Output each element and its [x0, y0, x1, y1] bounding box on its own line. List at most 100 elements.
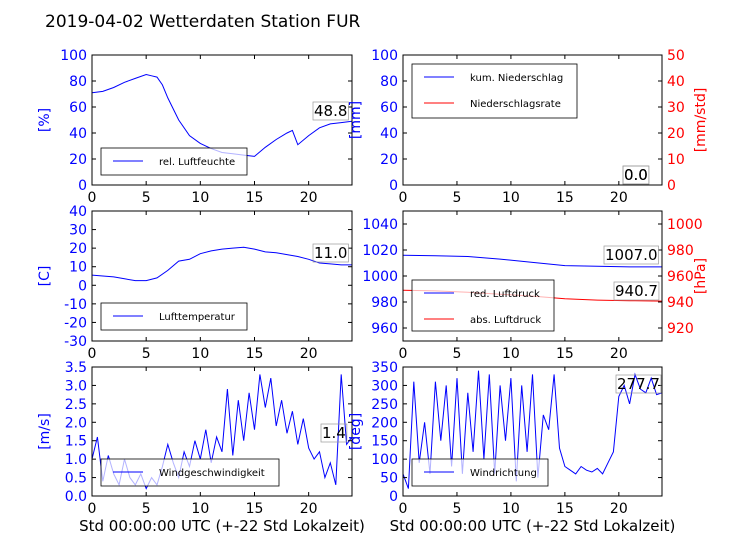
y-tick-label: 80 — [380, 74, 398, 90]
y-axis-label: [deg] — [348, 413, 364, 450]
y-tick-label: 0 — [78, 278, 87, 294]
annotation-box — [320, 423, 348, 443]
y-tick-label: 20 — [380, 152, 398, 168]
legend: red. Luftdruck abs. Luftdruck — [411, 279, 555, 332]
value-annotation: 0.0 — [624, 166, 648, 184]
x-axis-label: Std 00:00:00 UTC (+-22 Std Lokalzeit) — [390, 517, 676, 535]
y-right-tick-label: 980 — [667, 243, 694, 259]
x-tick-label: 20 — [300, 190, 318, 206]
y-right-axis-label: [mm/std] — [693, 88, 709, 153]
y-tick-label: 100 — [371, 452, 398, 468]
y-axis-label: [mm] — [348, 101, 364, 139]
x-tick-label: 10 — [502, 190, 520, 206]
subplot-1: 0 5 10 15 20 0 20 40 60 80 100 [%] rel. Luftfeuchte 4… — [37, 48, 353, 206]
x-tick-label: 15 — [246, 501, 264, 517]
series-line-1 — [403, 370, 662, 489]
x-tick-label: 20 — [610, 346, 628, 362]
annotation-box — [312, 101, 349, 121]
x-tick-label: 15 — [556, 190, 574, 206]
x-tick-label: 5 — [142, 346, 151, 362]
annotation-box — [312, 243, 349, 263]
y-tick-label: 100 — [371, 48, 398, 64]
y-right-tick-label: 960 — [667, 269, 694, 285]
y-right-tick-label: 10 — [667, 152, 685, 168]
y-tick-label: 40 — [69, 204, 87, 220]
x-tick-label: 0 — [88, 501, 97, 517]
x-tick-label: 0 — [399, 190, 408, 206]
value-annotation: 48.8 — [314, 102, 347, 120]
series-line-1 — [92, 246, 352, 282]
x-tick-label: 10 — [191, 346, 209, 362]
x-tick-label: 20 — [300, 346, 318, 362]
x-tick-label: 10 — [191, 190, 209, 206]
y-tick-label: 3.0 — [65, 378, 87, 394]
x-tick-label: 20 — [610, 190, 628, 206]
x-tick-label: 20 — [300, 501, 318, 517]
legend: Lufttemperatur — [100, 302, 248, 331]
y-axis-label: [m/s] — [37, 413, 53, 450]
legend-entry: rel. Luftfeuchte — [159, 157, 235, 168]
y-right-tick-label: 940 — [667, 295, 694, 311]
y-tick-label: -10 — [64, 297, 87, 313]
x-tick-label: 10 — [191, 501, 209, 517]
subplot-2: 0 5 10 15 20 0 20 40 60 80 100 0 10 20 30 40 50 [mm] [mm/s… — [348, 48, 709, 206]
x-tick-label: 0 — [399, 501, 408, 517]
x-tick-label: 0 — [88, 190, 97, 206]
y-tick-label: 80 — [69, 74, 87, 90]
subplot-5: 0 5 10 15 20 0.0 0.5 1.0 1.5 2.0 2.5 3.0 3.5 [m/s] Std… — [37, 360, 365, 535]
y-tick-label: 250 — [371, 397, 398, 413]
y-right-tick-label: 40 — [667, 74, 685, 90]
y-tick-label: 2.0 — [65, 415, 87, 431]
y-tick-label: 2.5 — [65, 397, 87, 413]
x-tick-label: 0 — [399, 346, 408, 362]
y-tick-label: 3.5 — [65, 360, 87, 376]
x-axis-label: Std 00:00:00 UTC (+-22 Std Lokalzeit) — [79, 517, 365, 535]
legend-box — [411, 279, 555, 332]
x-tick-label: 5 — [142, 501, 151, 517]
plot-frame — [91, 210, 353, 342]
y-right-tick-label: 920 — [667, 321, 694, 337]
x-tick-label: 5 — [142, 190, 151, 206]
legend-entry: Lufttemperatur — [159, 312, 236, 323]
value-annotation: 940.7 — [615, 282, 658, 300]
y-right-axis-label: [hPa] — [693, 258, 709, 294]
y-tick-label: 350 — [371, 360, 398, 376]
y-axis-label: [%] — [37, 108, 53, 132]
x-tick-label: 15 — [246, 346, 264, 362]
y-right-tick-label: 0 — [667, 178, 676, 194]
y-tick-label: 300 — [371, 378, 398, 394]
y-tick-label: 200 — [371, 415, 398, 431]
value-annotation: 1007.0 — [605, 246, 658, 264]
y-tick-label: 1.5 — [65, 434, 87, 450]
y-tick-label: 30 — [69, 223, 87, 239]
legend: kum. Niederschlag Niederschlagsrate — [411, 63, 578, 119]
legend-entry: red. Luftdruck — [470, 289, 540, 300]
legend: Windrichtung — [411, 458, 549, 487]
x-tick-label: 15 — [556, 501, 574, 517]
y-tick-label: 0.0 — [65, 489, 87, 505]
value-annotation: 11.0 — [314, 244, 347, 262]
y-tick-label: 1000 — [362, 269, 398, 285]
legend: Windgeschwindigkeit — [100, 458, 280, 487]
y-tick-label: 10 — [69, 260, 87, 276]
y-tick-label: 960 — [371, 321, 398, 337]
y-tick-label: 1020 — [362, 243, 398, 259]
annotation-box — [622, 165, 650, 185]
y-tick-label: 0 — [389, 489, 398, 505]
annotation-box — [603, 245, 659, 265]
x-tick-label: 20 — [610, 501, 628, 517]
y-right-tick-label: 20 — [667, 126, 685, 142]
y-tick-label: 40 — [69, 126, 87, 142]
legend-entry: Windgeschwindigkeit — [159, 468, 265, 479]
y-tick-label: -30 — [64, 334, 87, 350]
plot-frame — [402, 366, 663, 497]
legend-entry: abs. Luftdruck — [470, 315, 541, 326]
plot-frame — [402, 54, 663, 186]
y-tick-label: 0 — [389, 178, 398, 194]
subplot-3: 0 5 10 15 20 -30 -20 -10 0 10 20 30 40 [C] Lufttempera… — [37, 204, 353, 362]
x-tick-label: 5 — [452, 346, 461, 362]
legend-entry: Windrichtung — [470, 468, 537, 479]
y-tick-label: 60 — [380, 100, 398, 116]
y-tick-label: 20 — [69, 152, 87, 168]
